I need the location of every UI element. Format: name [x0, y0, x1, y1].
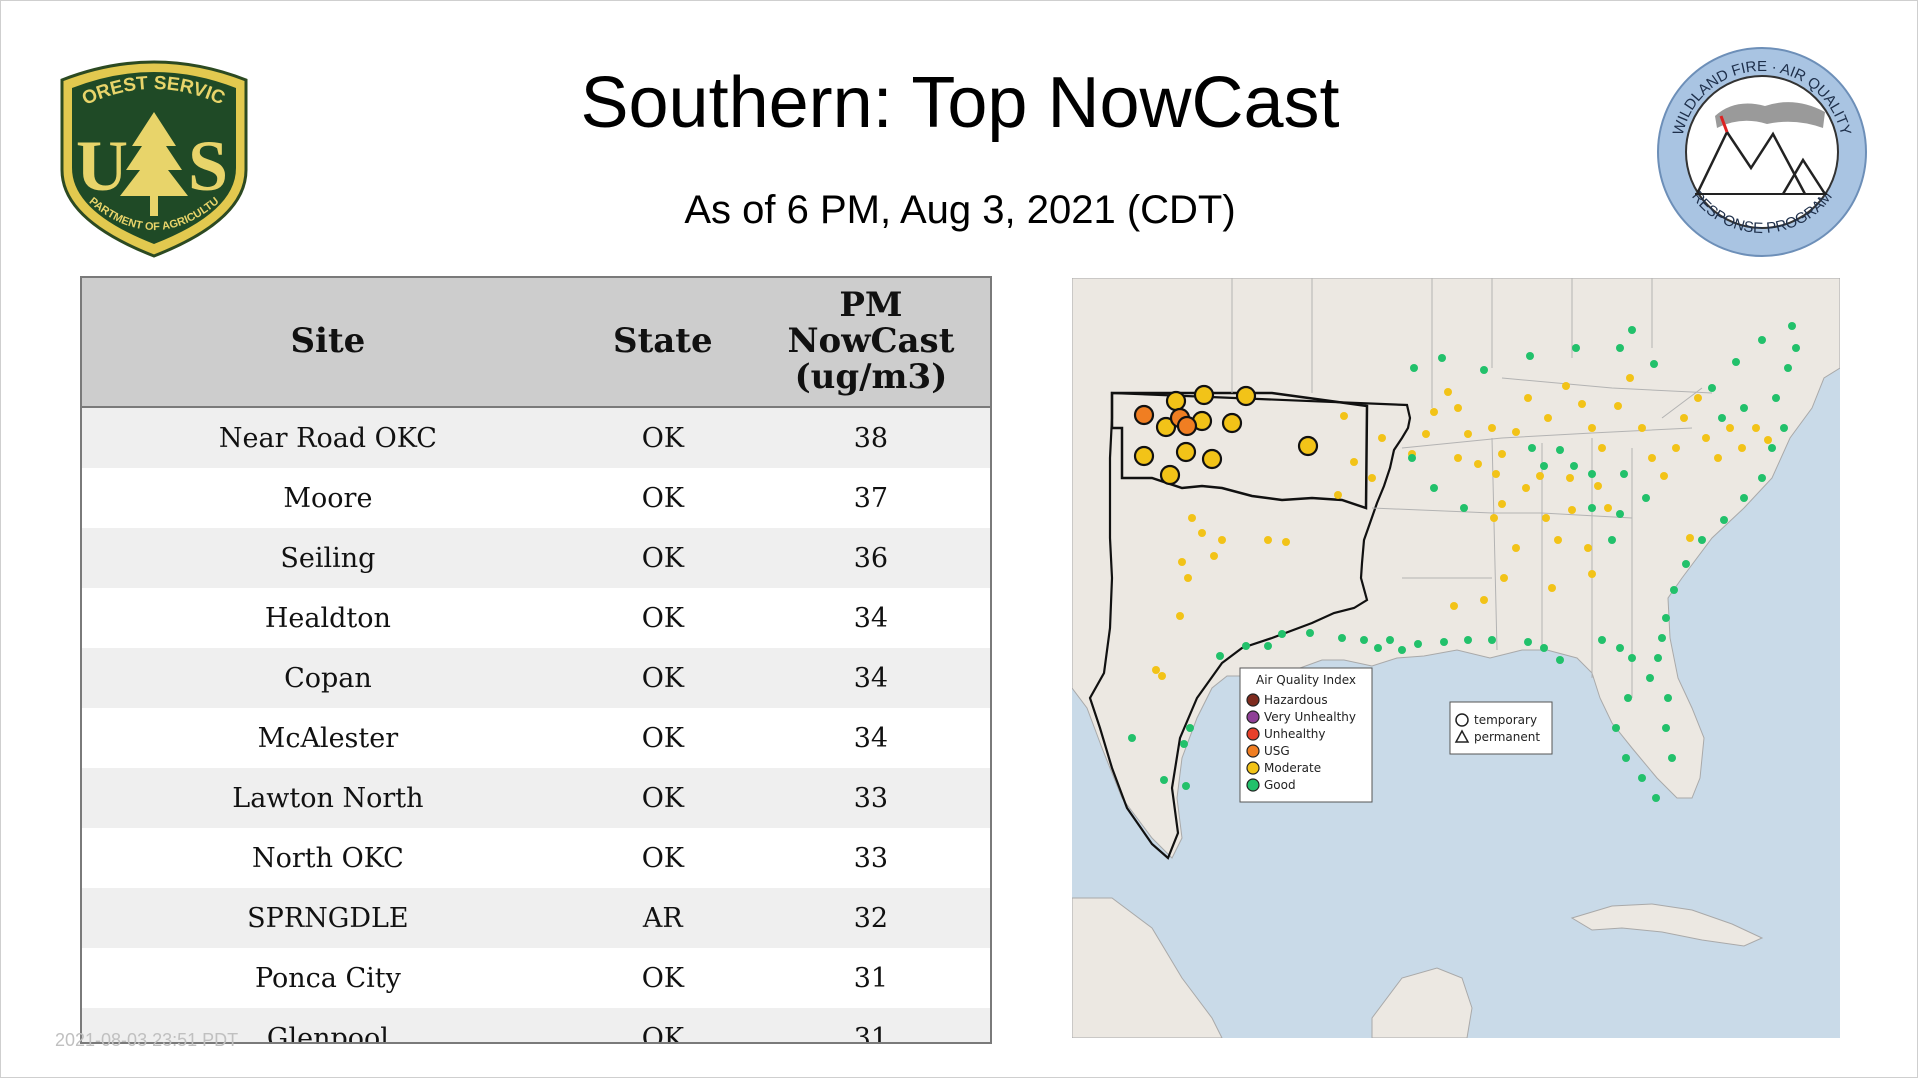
svg-text:U: U	[76, 126, 128, 206]
site-cell: Copan	[82, 648, 574, 708]
table-row: Near Road OKC OK 38	[82, 407, 990, 468]
nowcast-cell: 34	[751, 708, 990, 768]
legend-usg-swatch	[1246, 744, 1260, 758]
nowcast-cell: 31	[751, 1008, 990, 1042]
nowcast-cell: 36	[751, 528, 990, 588]
state-cell: OK	[573, 528, 752, 588]
legend-title: Air Quality Index	[1256, 673, 1356, 687]
table-row: McAlester OK 34	[82, 708, 990, 768]
state-cell: OK	[573, 768, 752, 828]
nowcast-cell: 32	[751, 888, 990, 948]
site-cell: Moore	[82, 468, 574, 528]
nowcast-table: Site State PM NowCast (ug/m3) Near Road …	[80, 276, 992, 1044]
state-cell: OK	[573, 828, 752, 888]
table-row: Healdton OK 34	[82, 588, 990, 648]
nowcast-cell: 34	[751, 588, 990, 648]
table-row: Glenpool OK 31	[82, 1008, 990, 1042]
nowcast-cell: 37	[751, 468, 990, 528]
header-state: State	[573, 278, 752, 408]
legend-temporary-label: temporary	[1474, 713, 1537, 727]
temporary-shape-icon	[1455, 713, 1469, 727]
site-cell: SPRNGDLE	[82, 888, 574, 948]
state-cell: AR	[573, 888, 752, 948]
legend-moderate-label: Moderate	[1264, 761, 1321, 775]
site-cell: McAlester	[82, 708, 574, 768]
mexico-south-land	[1072, 897, 1223, 1038]
legend-unhealthy-label: Unhealthy	[1264, 727, 1325, 741]
site-cell: North OKC	[82, 828, 574, 888]
table-row: North OKC OK 33	[82, 828, 990, 888]
table-row: Copan OK 34	[82, 648, 990, 708]
nowcast-cell: 31	[751, 948, 990, 1008]
oklahoma-outline	[1110, 391, 1369, 510]
header-pm-line1: PM	[839, 285, 903, 326]
legend-unhealthy-swatch	[1246, 727, 1260, 741]
legend-aqi: Air Quality Index Hazardous Very Unhealth…	[1239, 667, 1373, 803]
permanent-shape-icon	[1454, 729, 1470, 743]
usg-markers-large	[1133, 404, 1198, 437]
aqi-map: Air Quality Index Hazardous Very Unhealth…	[1072, 278, 1840, 1038]
legend-usg-label: USG	[1264, 744, 1290, 758]
site-cell: Seiling	[82, 528, 574, 588]
state-cell: OK	[573, 588, 752, 648]
wildland-fire-logo: WILDLAND FIRE · AIR QUALITY RESPONSE PRO…	[1657, 47, 1867, 257]
legend-permanent-label: permanent	[1474, 730, 1540, 744]
legend-very-unhealthy-label: Very Unhealthy	[1264, 710, 1356, 724]
nowcast-cell: 34	[751, 648, 990, 708]
table-row: Lawton North OK 33	[82, 768, 990, 828]
legend-good-label: Good	[1264, 778, 1296, 792]
header-site: Site	[82, 278, 574, 408]
site-cell: Healdton	[82, 588, 574, 648]
site-cell: Near Road OKC	[82, 407, 574, 468]
state-cell: OK	[573, 948, 752, 1008]
legend-moderate-swatch	[1246, 761, 1260, 775]
page-subtitle: As of 6 PM, Aug 3, 2021 (CDT)	[684, 188, 1236, 232]
legend-hazardous-swatch	[1246, 693, 1260, 707]
moderate-markers-large	[1133, 384, 1319, 486]
state-cell: OK	[573, 648, 752, 708]
state-cell: OK	[573, 1008, 752, 1042]
nowcast-cell: 38	[751, 407, 990, 468]
footer-timestamp: 2021-08-03 23:51 PDT	[55, 1030, 239, 1050]
legend-good-swatch	[1246, 778, 1260, 792]
nowcast-cell: 33	[751, 768, 990, 828]
caribbean-island	[1570, 903, 1764, 947]
header-pm-nowcast: PM NowCast (ug/m3)	[751, 278, 990, 408]
state-cell: OK	[573, 708, 752, 768]
page-title: Southern: Top NowCast	[580, 63, 1340, 143]
yucatan-land	[1371, 967, 1473, 1038]
forest-service-logo: FOREST SERVICE U S DEPARTMENT OF AGRICUL…	[50, 50, 248, 258]
southern-region-outline	[1088, 391, 1412, 860]
svg-text:S: S	[188, 126, 228, 206]
table-row: Ponca City OK 31	[82, 948, 990, 1008]
table-row: SPRNGDLE AR 32	[82, 888, 990, 948]
header-pm-line2: NowCast	[787, 321, 955, 362]
good-markers	[1128, 322, 1800, 802]
header-pm-line3: (ug/m3)	[794, 356, 948, 397]
nowcast-cell: 33	[751, 828, 990, 888]
state-cell: OK	[573, 407, 752, 468]
site-cell: Lawton North	[82, 768, 574, 828]
table-row: Seiling OK 36	[82, 528, 990, 588]
table-header-row: Site State PM NowCast (ug/m3)	[82, 278, 990, 408]
site-cell: Ponca City	[82, 948, 574, 1008]
legend-shapes: temporary permanent	[1449, 701, 1553, 755]
state-cell: OK	[573, 468, 752, 528]
moderate-markers	[1152, 374, 1772, 680]
legend-hazardous-label: Hazardous	[1264, 693, 1328, 707]
site-cell: Glenpool	[82, 1008, 574, 1042]
legend-very-unhealthy-swatch	[1246, 710, 1260, 724]
table-row: Moore OK 37	[82, 468, 990, 528]
